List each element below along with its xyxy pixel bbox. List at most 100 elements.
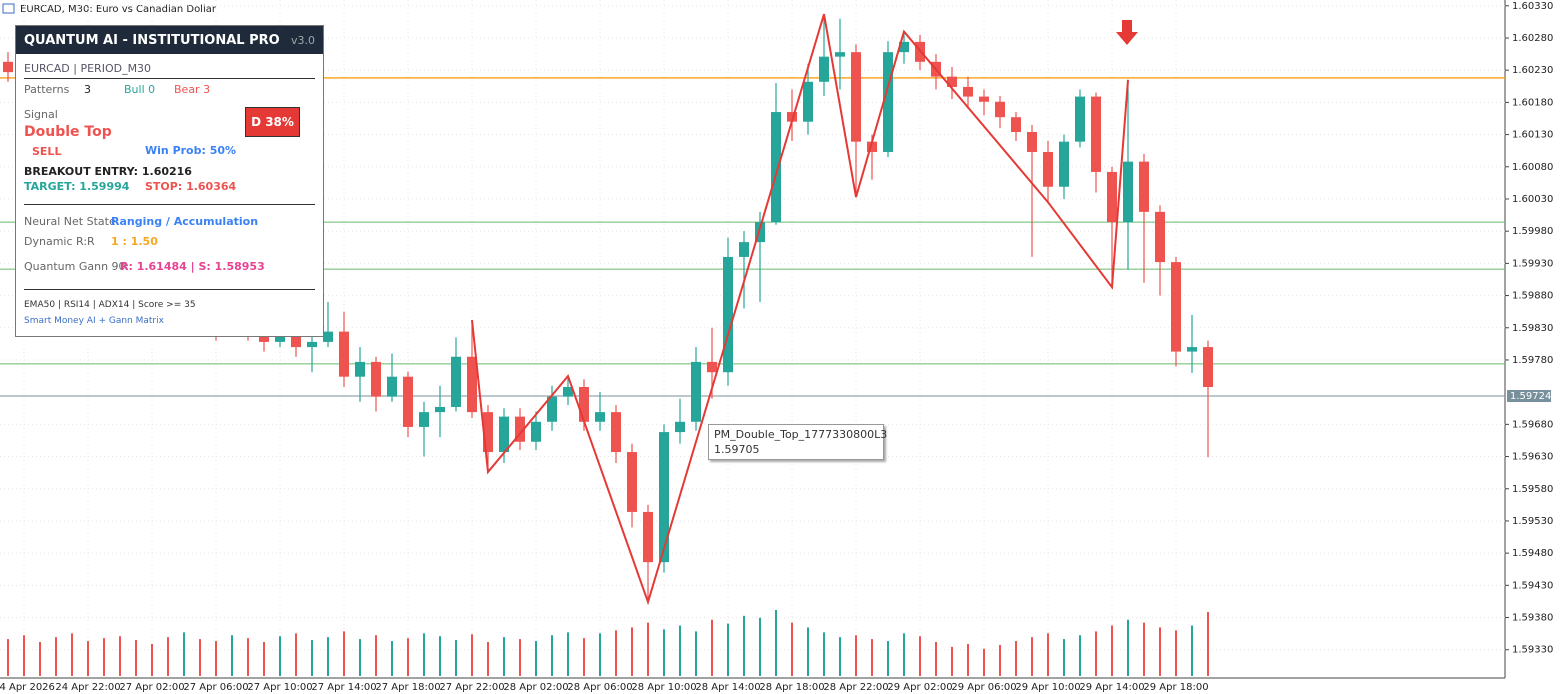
volume-bar: [391, 641, 393, 676]
volume-bar: [999, 644, 1001, 676]
candle-body: [355, 361, 365, 377]
volume-bar: [199, 639, 201, 676]
gann: R: 1.61484 | S: 1.58953: [120, 260, 265, 273]
footer: EMA50 | RSI14 | ADX14 | Score >= 35: [24, 300, 196, 310]
x-tick-label: 28 Apr 02:00: [503, 682, 568, 693]
volume-bar: [1175, 630, 1177, 676]
volume-bar: [1063, 639, 1065, 676]
separator: [24, 289, 315, 290]
volume-bar: [327, 637, 329, 676]
x-tick-label: 24 Apr 22:00: [55, 682, 120, 693]
x-tick-label: 29 Apr 18:00: [1143, 682, 1208, 693]
candle-body: [963, 86, 973, 97]
panel-version: v3.0: [290, 34, 315, 47]
volume-bar: [279, 636, 281, 676]
candle-body: [1027, 132, 1037, 152]
y-tick-label: 1.59830: [1512, 323, 1553, 334]
win-prob: Win Prob: 50%: [145, 144, 237, 157]
x-tick-label: 24 Apr 2026: [0, 682, 55, 693]
volume-bar: [1191, 625, 1193, 676]
candle-body: [755, 222, 765, 243]
volume-bar: [919, 636, 921, 676]
candle-body: [419, 412, 429, 427]
y-tick-label: 1.59380: [1512, 613, 1553, 624]
target: TARGET: 1.59994: [24, 180, 130, 193]
volume-bar: [519, 639, 521, 676]
candle-body: [1059, 141, 1069, 187]
volume-bar: [247, 638, 249, 676]
current-price-tag: [1507, 390, 1551, 403]
candle-body: [739, 242, 749, 257]
volume-bar: [39, 642, 41, 676]
candle-body: [435, 406, 445, 413]
y-tick-label: 1.59630: [1512, 452, 1553, 463]
candle-body: [563, 387, 573, 397]
candle-body: [659, 432, 669, 563]
candle-body: [595, 412, 605, 422]
volume-bar: [823, 632, 825, 676]
candle-body: [947, 76, 957, 87]
volume-bar: [455, 640, 457, 676]
y-tick-label: 1.59330: [1512, 645, 1553, 656]
candle-body: [339, 331, 349, 377]
volume-bar: [1111, 625, 1113, 676]
candle-body: [675, 421, 685, 433]
candle-body: [867, 141, 877, 152]
volume-bar: [647, 622, 649, 676]
volume-bar: [87, 641, 89, 676]
volume-bar: [1207, 611, 1209, 676]
tooltip: PM_Double_Top_1777330800L3 1.59705: [708, 424, 887, 460]
label: Neural Net State:: [24, 215, 120, 228]
candle-body: [1203, 347, 1213, 388]
label: Patterns: [24, 83, 70, 96]
y-tick-label: 1.60030: [1512, 194, 1553, 205]
volume-bar: [1047, 633, 1049, 676]
badge: D 38%: [245, 107, 300, 137]
candle-body: [835, 52, 845, 57]
candle-body: [979, 96, 989, 102]
signal-arrow: [1116, 20, 1138, 45]
volume-bar: [727, 623, 729, 676]
candle-body: [483, 412, 493, 453]
volume-bar: [903, 633, 905, 676]
candle-body: [547, 396, 557, 422]
nn-state: Ranging / Accumulation: [111, 215, 259, 228]
x-tick-label: 29 Apr 06:00: [951, 682, 1016, 693]
candle-body: [627, 452, 637, 512]
volume-bar: [855, 635, 857, 676]
y-tick-label: 1.59430: [1512, 580, 1553, 591]
volume-bar: [1127, 619, 1129, 676]
y-tick-label: 1.60280: [1512, 33, 1553, 44]
candle-body: [723, 256, 733, 373]
side: SELL: [32, 145, 62, 158]
separator: [24, 78, 315, 79]
y-tick-label: 1.60130: [1512, 130, 1553, 141]
value: 3: [84, 83, 91, 96]
candle-body: [1171, 262, 1181, 352]
volume-bar: [791, 622, 793, 676]
candle-body: [403, 376, 413, 427]
x-tick-label: 28 Apr 06:00: [567, 682, 632, 693]
volume-bar: [343, 631, 345, 676]
volume-bar: [471, 634, 473, 676]
volume-bar: [967, 643, 969, 676]
volume-bar: [679, 625, 681, 676]
volume-bar: [567, 632, 569, 676]
volume-bar: [375, 635, 377, 676]
y-tick-label: 1.59530: [1512, 516, 1553, 527]
candle-body: [307, 341, 317, 348]
volume-bar: [231, 635, 233, 676]
tooltip-price: 1.59705: [714, 443, 760, 456]
y-tick-label: 1.60230: [1512, 65, 1553, 76]
volume-bar: [1143, 622, 1145, 676]
label: Signal: [24, 108, 58, 121]
candle-body: [1091, 96, 1101, 172]
x-tick-label: 27 Apr 14:00: [311, 682, 376, 693]
volume-bar: [263, 642, 265, 676]
x-tick-label: 27 Apr 10:00: [247, 682, 312, 693]
candle-body: [323, 331, 333, 342]
volume-bar: [759, 617, 761, 676]
volume-bar: [295, 633, 297, 676]
volume-bar: [439, 636, 441, 676]
